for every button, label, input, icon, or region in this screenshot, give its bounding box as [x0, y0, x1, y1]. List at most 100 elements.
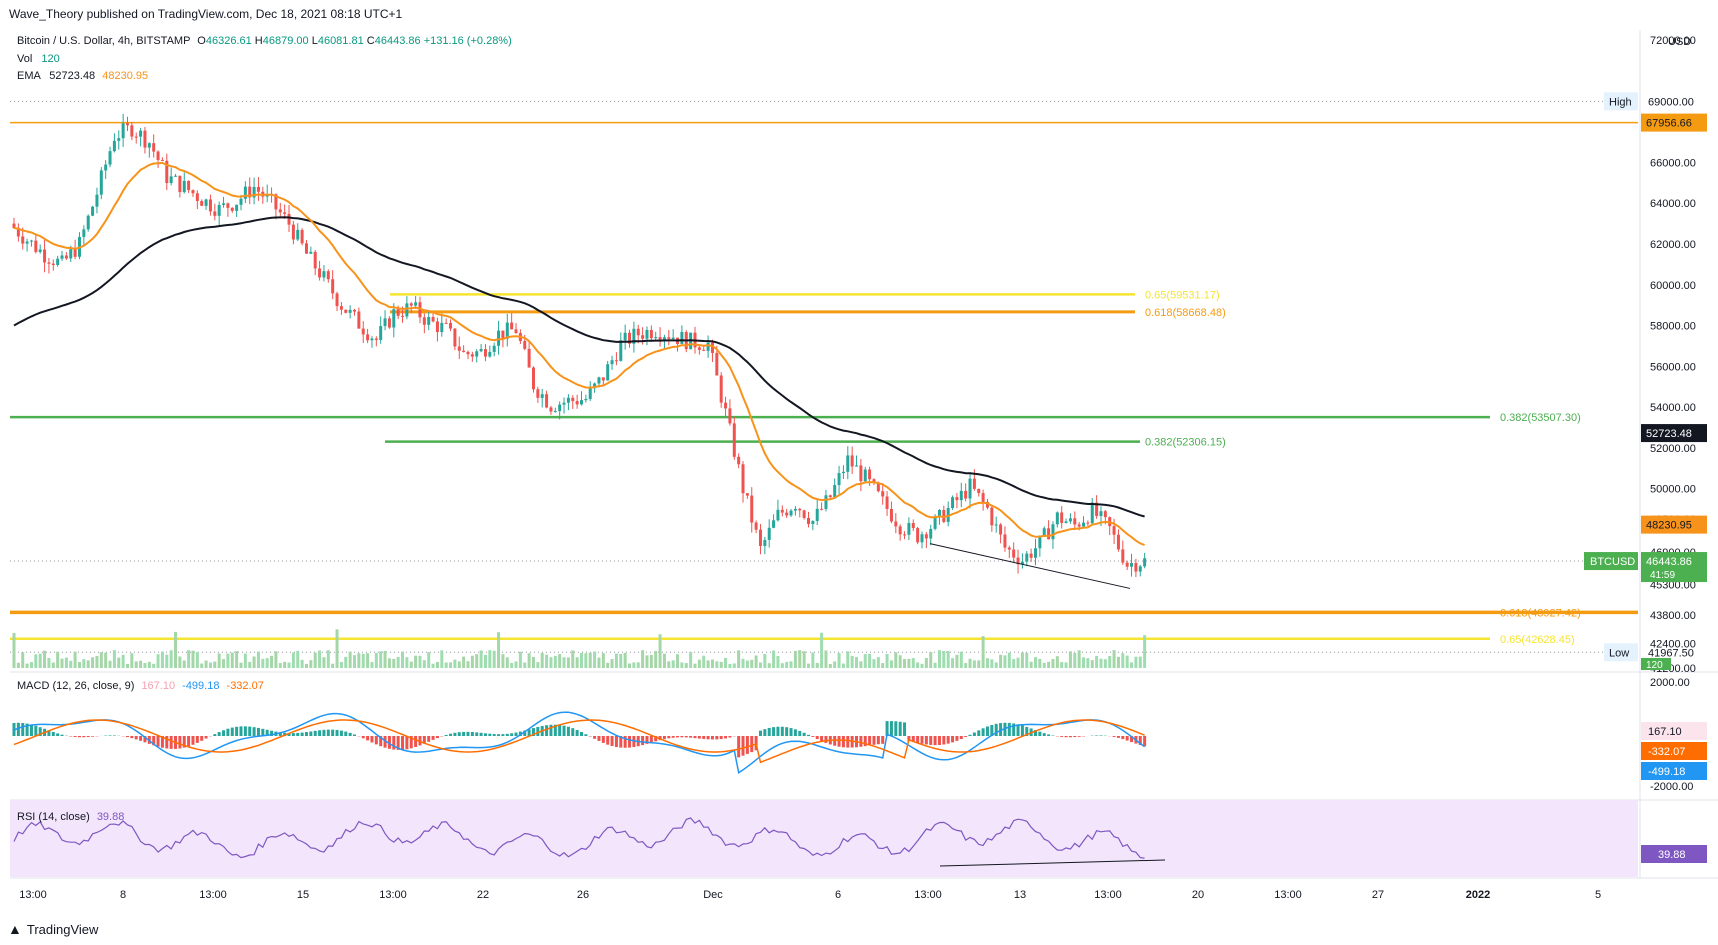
volume-bar	[265, 658, 269, 668]
low-value: 46081.81	[317, 35, 364, 47]
candle-body	[828, 495, 832, 498]
candle-body	[121, 123, 125, 139]
volume-bar	[1143, 635, 1147, 668]
volume-bar	[562, 657, 566, 668]
candle-body	[741, 464, 745, 494]
volume-bar	[43, 650, 47, 668]
volume-bar	[1060, 662, 1064, 668]
volume-bar	[366, 653, 370, 668]
candle-body	[379, 326, 383, 340]
volume-legend[interactable]: Vol 120	[17, 53, 60, 65]
volume-bar	[1077, 650, 1081, 668]
candle-body	[907, 522, 911, 535]
candle-body	[435, 321, 439, 333]
rsi-legend[interactable]: RSI (14, close) 39.88	[17, 811, 124, 823]
volume-bar	[64, 657, 68, 668]
low-tag	[1604, 643, 1638, 662]
macd-histogram-bar	[77, 736, 81, 738]
volume-bar	[178, 656, 182, 668]
macd-histogram-bar	[16, 722, 20, 736]
candle-body	[152, 143, 156, 152]
volume-bar	[147, 661, 151, 668]
macd-histogram-bar	[248, 726, 252, 736]
candle-body	[636, 328, 640, 336]
fib-0382-b-label: 0.382(52306.15)	[1145, 437, 1226, 449]
candle-body	[798, 508, 802, 511]
candle-body	[584, 398, 588, 401]
volume-bar	[977, 660, 981, 668]
macd-histogram-bar	[763, 729, 767, 736]
rsi-value: 39.88	[96, 811, 125, 823]
candle-body	[139, 130, 143, 137]
candle-body	[252, 186, 256, 198]
candle-body	[1121, 549, 1125, 563]
macd-histogram-bar	[1095, 735, 1099, 736]
volume-bar	[296, 650, 300, 668]
macd-histogram-bar	[1125, 736, 1129, 741]
candle-body	[47, 262, 51, 264]
symbol-legend[interactable]: Bitcoin / U.S. Dollar, 4h, BITSTAMP O463…	[17, 35, 512, 47]
volume-bar	[1086, 658, 1090, 668]
macd-histogram-bar	[38, 727, 42, 736]
time-tick-label: 13:00	[379, 889, 407, 901]
macd-histogram-bar	[309, 731, 313, 736]
macd-histogram-bar	[580, 731, 583, 736]
macd-histogram-bar	[47, 730, 51, 736]
volume-bar	[580, 652, 583, 668]
candle-body	[593, 383, 597, 389]
macd-histogram-bar	[715, 736, 719, 740]
macd-histogram-bar	[200, 736, 204, 741]
candle-body	[911, 522, 915, 529]
macd-histogram-bar	[999, 723, 1003, 736]
candle-body	[575, 401, 579, 405]
macd-histogram-bar	[994, 723, 998, 736]
candle-body	[505, 322, 509, 339]
volume-bar	[261, 658, 265, 668]
price-tick-label: 54000.00	[1650, 402, 1696, 414]
fib-0618-upper-label: 0.618(58668.48)	[1145, 307, 1226, 319]
macd-histogram-bar	[1130, 736, 1134, 743]
candle-body	[964, 490, 968, 499]
candle-body	[191, 190, 195, 194]
volume-bar	[518, 651, 522, 668]
macd-legend[interactable]: MACD (12, 26, close, 9) 167.10 -499.18 -…	[17, 680, 264, 692]
volume-bar	[868, 653, 872, 668]
candle-body	[69, 249, 73, 259]
tradingview-logo[interactable]: ▲ TradingView	[8, 921, 98, 937]
volume-bar	[863, 654, 867, 668]
macd-histogram-bar	[597, 736, 601, 741]
high-label: H	[254, 35, 263, 47]
volume-bar	[121, 654, 125, 668]
candle-body	[710, 342, 714, 353]
volume-bar	[1038, 658, 1042, 668]
candle-body	[401, 315, 405, 317]
volume-bar	[182, 660, 186, 668]
volume-bar	[763, 653, 767, 668]
volume-bar	[165, 654, 169, 668]
volume-bar	[1007, 652, 1011, 668]
candle-body	[850, 455, 854, 467]
volume-bar	[710, 659, 714, 668]
macd-histogram-bar	[649, 736, 653, 743]
volume-bar	[239, 662, 243, 668]
volume-bar	[287, 662, 291, 668]
volume-bar	[649, 654, 653, 668]
macd-histogram-bar	[815, 736, 819, 740]
macd-histogram-bar	[920, 736, 924, 744]
macd-histogram-bar	[152, 736, 156, 746]
ema-legend[interactable]: EMA 52723.48 48230.95	[17, 70, 148, 82]
candle-body	[903, 534, 907, 536]
macd-histogram-bar	[881, 736, 885, 744]
candle-body	[370, 338, 374, 341]
macd-histogram-bar	[313, 730, 317, 736]
candle-body	[1060, 512, 1064, 523]
volume-bar	[841, 663, 845, 668]
volume-bar	[1012, 659, 1016, 668]
volume-bar	[16, 662, 20, 668]
volume-bar	[204, 660, 208, 668]
macd-histogram-bar	[143, 736, 147, 743]
macd-histogram-bar	[606, 736, 610, 745]
candle-body	[396, 309, 400, 316]
volume-bar	[575, 657, 579, 668]
